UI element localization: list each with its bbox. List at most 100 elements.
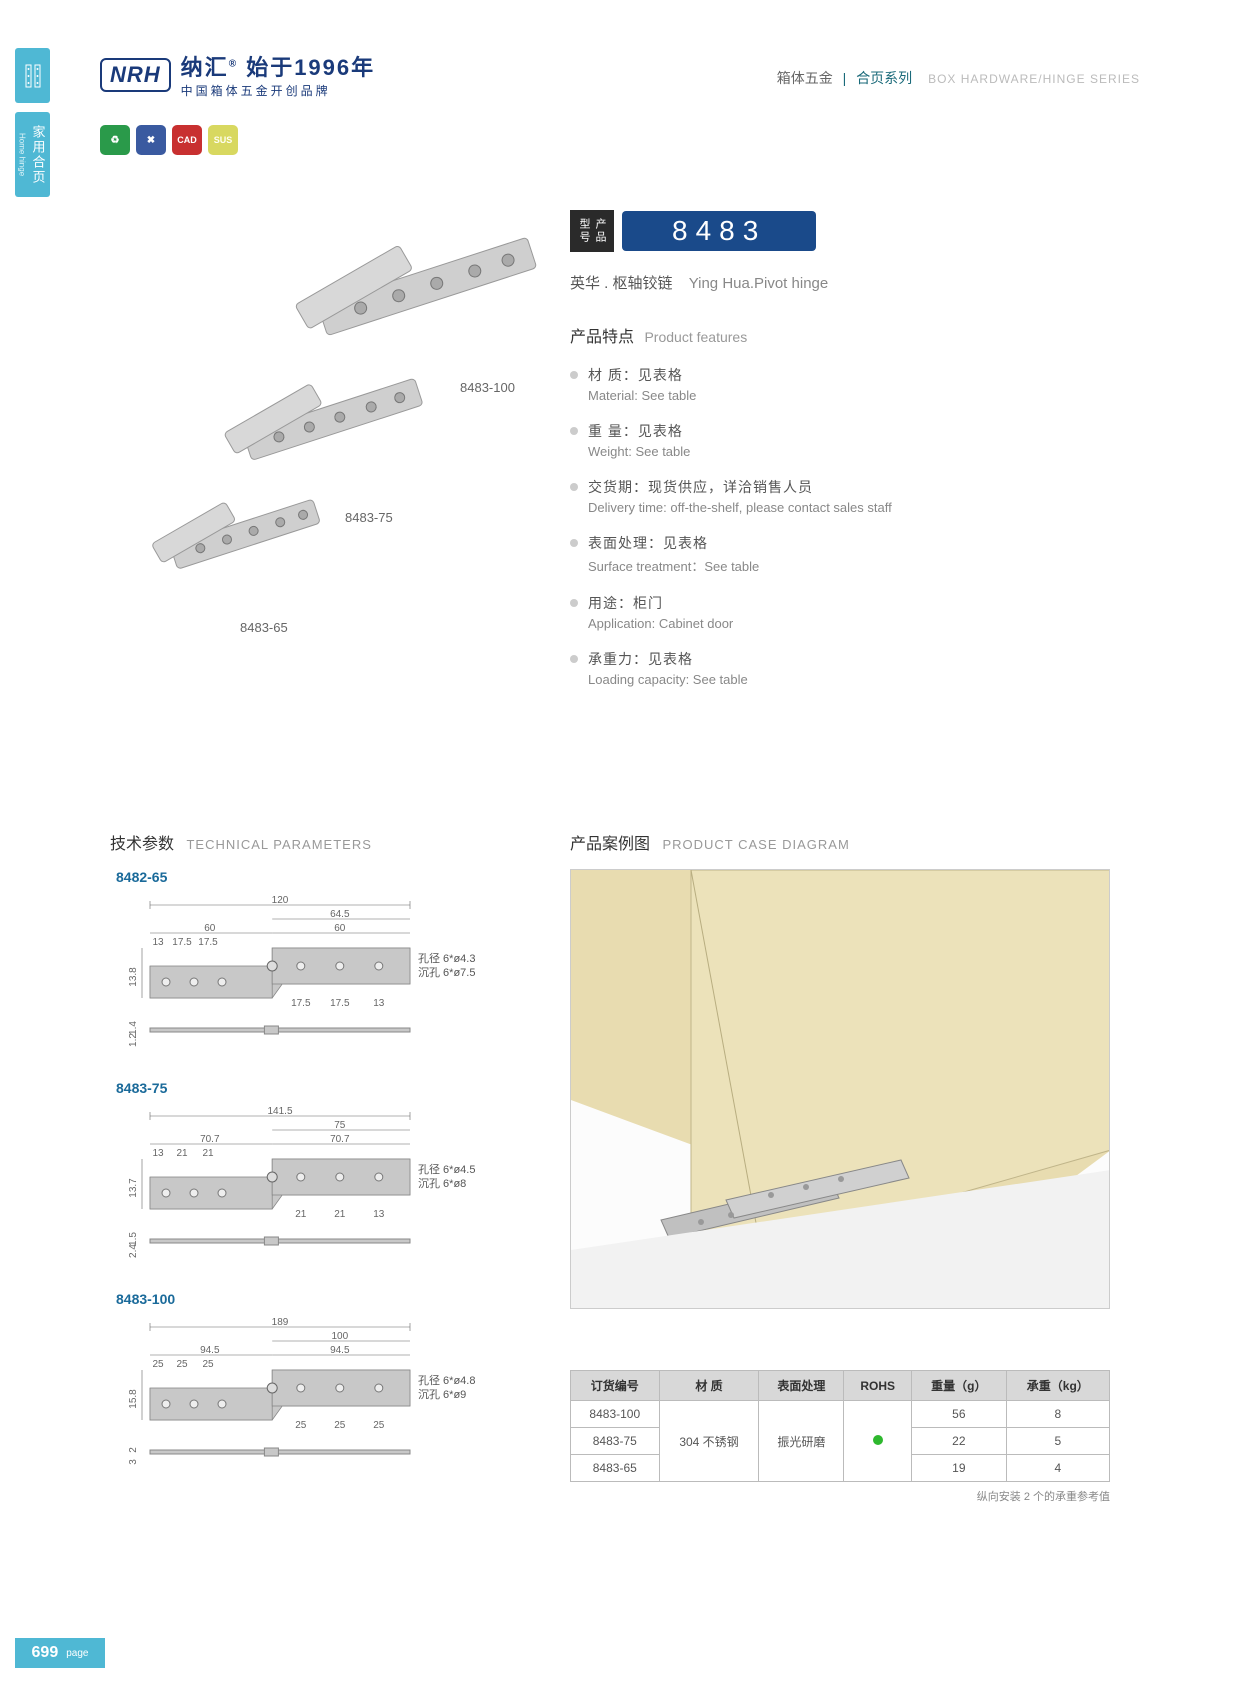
page-header: NRH 纳汇® 始于1996年 中国箱体五金开创品牌 箱体五金 | 合页系列 B… [0,50,1240,110]
cad-icon: CAD [172,125,202,155]
feature-item: 交货期：现货供应，详洽销售人员Delivery time: off-the-sh… [570,477,1130,515]
svg-text:孔径 6*ø4.5: 孔径 6*ø4.5 [418,1163,475,1176]
table-header-cell: 重量（g） [912,1371,1007,1401]
svg-text:60: 60 [204,923,216,934]
label-8483-65: 8483-65 [240,620,288,635]
action-icon-row: ♻ ✖ CAD SUS [100,125,238,155]
svg-text:13: 13 [373,1209,385,1220]
logo-tagline: 中国箱体五金开创品牌 [181,82,375,99]
svg-text:189: 189 [272,1317,289,1328]
svg-text:21: 21 [295,1209,307,1220]
page-number-badge: 699 page [15,1638,105,1668]
svg-text:70.7: 70.7 [330,1134,350,1145]
svg-text:21: 21 [202,1148,214,1159]
tech-diagram: 141.5 75 70.7 70.7 13 21 21 21 21 13 13.… [110,1104,450,1279]
feature-item: 承重力：见表格Loading capacity: See table [570,649,1130,687]
svg-text:17.5: 17.5 [330,998,350,1009]
hinge-icon [25,64,41,88]
table-header-cell: 承重（kg） [1006,1371,1109,1401]
label-8483-100: 8483-100 [460,380,515,395]
svg-text:21: 21 [334,1209,346,1220]
table-header-cell: ROHS [844,1371,912,1401]
svg-text:沉孔 6*ø7.5: 沉孔 6*ø7.5 [418,966,475,979]
product-8483-100 [290,220,570,370]
feature-item: 用途：柜门Application: Cabinet door [570,593,1130,631]
svg-text:17.5: 17.5 [198,937,218,948]
svg-text:94.5: 94.5 [200,1345,220,1356]
table-header-row: 订货编号材 质表面处理ROHS重量（g）承重（kg） [571,1371,1110,1401]
tech-variant-name: 8483-75 [116,1080,550,1096]
svg-text:沉孔 6*ø8: 沉孔 6*ø8 [418,1177,466,1190]
tech-diagram: 120 64.5 60 60 13 17.5 17.5 17.5 17.5 13… [110,893,450,1068]
svg-text:94.5: 94.5 [330,1345,350,1356]
logo-brand-cn: 纳汇® 始于1996年 [181,50,375,82]
features-heading: 产品特点 Product features [570,323,1130,347]
table-header-cell: 订货编号 [571,1371,660,1401]
tech-variant-name: 8483-100 [116,1291,550,1307]
product-8483-75 [220,360,450,490]
svg-text:25: 25 [202,1359,214,1370]
label-8483-75: 8483-75 [345,510,393,525]
svg-text:25: 25 [373,1420,385,1431]
side-tab-category: Home hinge 家用合页 [15,112,50,197]
svg-text:25: 25 [176,1359,188,1370]
case-heading: 产品案例图 PRODUCT CASE DIAGRAM [570,830,1110,854]
product-8483-65 [150,480,340,600]
svg-text:3: 3 [128,1459,139,1465]
svg-text:孔径 6*ø4.3: 孔径 6*ø4.3 [418,952,475,965]
svg-text:1.5: 1.5 [128,1232,139,1246]
svg-text:17.5: 17.5 [291,998,311,1009]
svg-text:17.5: 17.5 [172,937,192,948]
svg-text:13: 13 [152,937,164,948]
svg-text:13.8: 13.8 [128,967,139,987]
svg-text:孔径 6*ø4.8: 孔径 6*ø4.8 [418,1374,475,1387]
case-svg [571,870,1110,1309]
model-label: 产品型号 [570,210,614,252]
technical-parameters: 技术参数 TECHNICAL PARAMETERS 8482-65 120 64… [110,830,550,1498]
tools-icon: ✖ [136,125,166,155]
logo-mark: NRH [100,58,171,92]
svg-text:64.5: 64.5 [330,909,350,920]
tech-variant-name: 8482-65 [116,869,550,885]
svg-text:25: 25 [152,1359,164,1370]
svg-text:2: 2 [128,1447,139,1453]
svg-text:141.5: 141.5 [267,1106,292,1117]
table-note: 纵向安装 2 个的承重参考值 [570,1488,1110,1504]
model-number: 8483 [622,211,816,251]
feature-item: 重 量：见表格Weight: See table [570,421,1130,459]
case-illustration [570,869,1110,1309]
eco-icon: ♻ [100,125,130,155]
svg-text:沉孔 6*ø9: 沉孔 6*ø9 [418,1388,466,1401]
svg-text:100: 100 [331,1331,348,1342]
sus-icon: SUS [208,125,238,155]
svg-text:13: 13 [373,998,385,1009]
svg-text:120: 120 [272,895,289,906]
svg-text:2.4: 2.4 [128,1244,139,1258]
svg-text:15.8: 15.8 [128,1389,139,1409]
features-list: 材 质：见表格Material: See table 重 量：见表格Weight:… [570,365,1130,687]
model-badge: 产品型号 8483 [570,210,1130,252]
table-header-cell: 表面处理 [759,1371,844,1401]
breadcrumb: 箱体五金 | 合页系列 BOX HARDWARE/HINGE SERIES [777,68,1140,88]
feature-item: 表面处理：见表格Surface treatment：See table [570,533,1130,575]
product-name: 英华 . 枢轴铰链 Ying Hua.Pivot hinge [570,272,1130,293]
product-photo-area: 8483-100 8483-75 8483-65 [150,220,550,650]
svg-text:1.4: 1.4 [128,1021,139,1035]
svg-text:25: 25 [334,1420,346,1431]
svg-text:75: 75 [334,1120,346,1131]
feature-item: 材 质：见表格Material: See table [570,365,1130,403]
tech-heading: 技术参数 TECHNICAL PARAMETERS [110,830,550,854]
spec-table: 订货编号材 质表面处理ROHS重量（g）承重（kg） 8483-100304 不… [570,1370,1110,1482]
side-tab-icon [15,48,50,103]
tech-diagram: 189 100 94.5 94.5 25 25 25 25 25 25 15.8 [110,1315,450,1490]
svg-text:13.7: 13.7 [128,1178,139,1198]
svg-text:70.7: 70.7 [200,1134,220,1145]
table-header-cell: 材 质 [659,1371,759,1401]
svg-text:1.2: 1.2 [128,1033,139,1047]
svg-text:25: 25 [295,1420,307,1431]
rohs-dot-icon [873,1435,883,1445]
svg-text:13: 13 [152,1148,164,1159]
svg-text:60: 60 [334,923,346,934]
svg-text:21: 21 [176,1148,188,1159]
product-info-panel: 产品型号 8483 英华 . 枢轴铰链 Ying Hua.Pivot hinge… [570,210,1130,705]
